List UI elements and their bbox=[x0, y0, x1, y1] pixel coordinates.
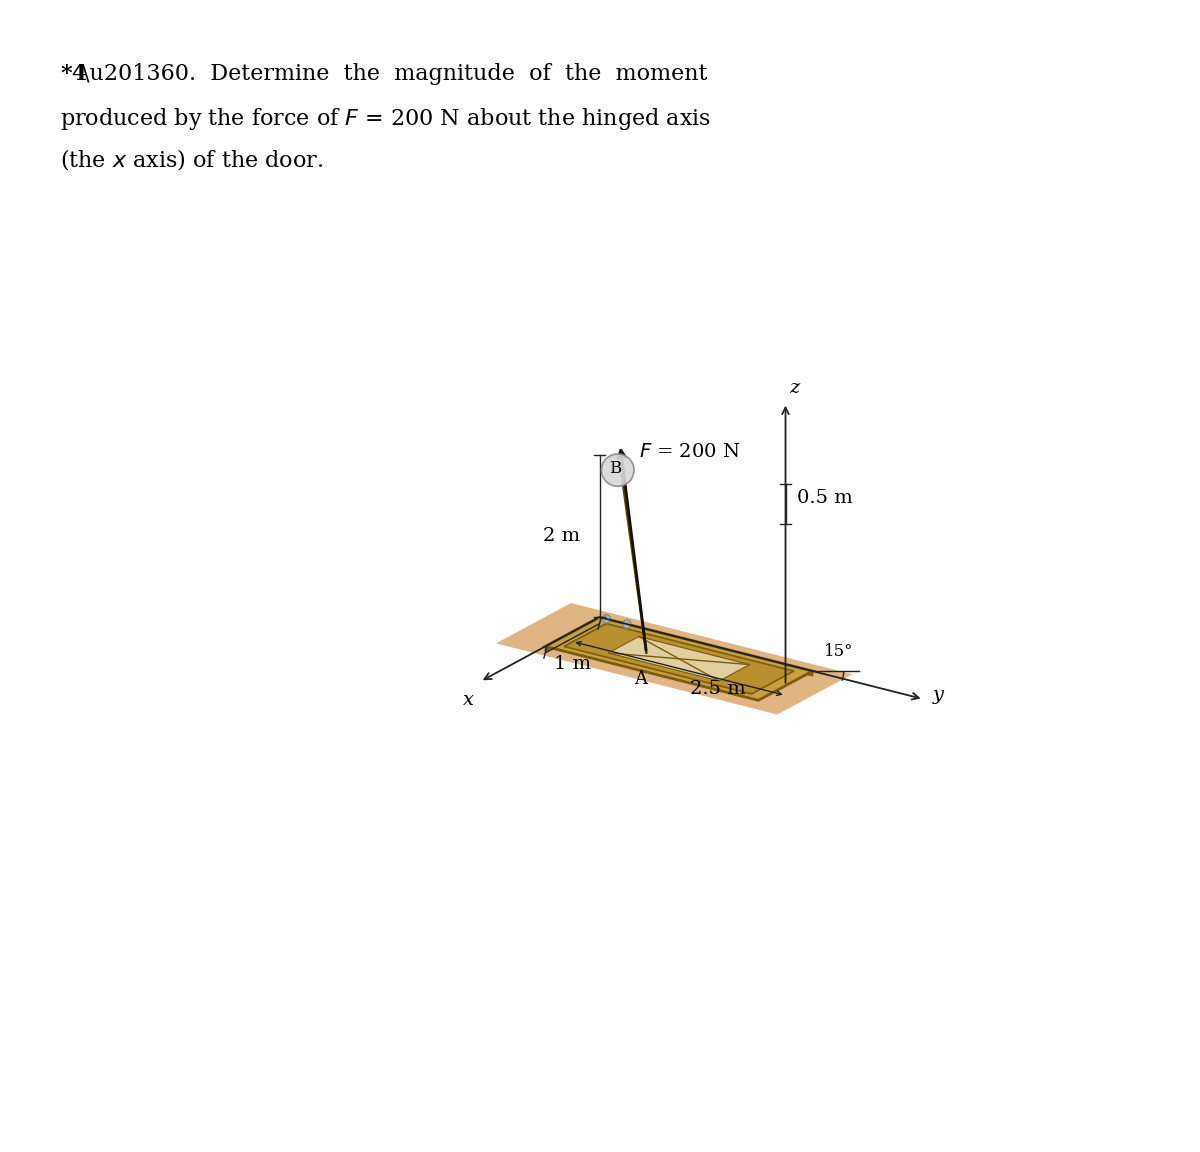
Circle shape bbox=[623, 620, 631, 628]
Polygon shape bbox=[608, 637, 750, 681]
Text: z: z bbox=[790, 379, 799, 396]
Polygon shape bbox=[545, 617, 812, 700]
Text: x: x bbox=[463, 691, 474, 708]
Text: 15°: 15° bbox=[824, 643, 853, 660]
Polygon shape bbox=[564, 623, 794, 694]
Polygon shape bbox=[496, 602, 852, 714]
Polygon shape bbox=[545, 617, 600, 651]
Text: produced by the force of $F$ = 200 N about the hinged axis: produced by the force of $F$ = 200 N abo… bbox=[60, 106, 710, 132]
Text: y: y bbox=[932, 687, 943, 704]
Text: 2.5 m: 2.5 m bbox=[690, 680, 745, 698]
Text: 1 m: 1 m bbox=[554, 655, 590, 673]
Text: (the $x$ axis) of the door.: (the $x$ axis) of the door. bbox=[60, 147, 324, 173]
Circle shape bbox=[601, 454, 634, 486]
Text: *4: *4 bbox=[60, 63, 88, 85]
Circle shape bbox=[602, 615, 611, 623]
Text: 2 m: 2 m bbox=[542, 528, 580, 545]
Polygon shape bbox=[600, 617, 812, 676]
Text: \u201360.  Determine  the  magnitude  of  the  moment: \u201360. Determine the magnitude of the… bbox=[82, 63, 707, 85]
Text: B: B bbox=[610, 460, 622, 477]
Text: 0.5 m: 0.5 m bbox=[797, 488, 853, 507]
Text: $F$ = 200 N: $F$ = 200 N bbox=[640, 444, 742, 461]
Text: A: A bbox=[634, 669, 647, 688]
